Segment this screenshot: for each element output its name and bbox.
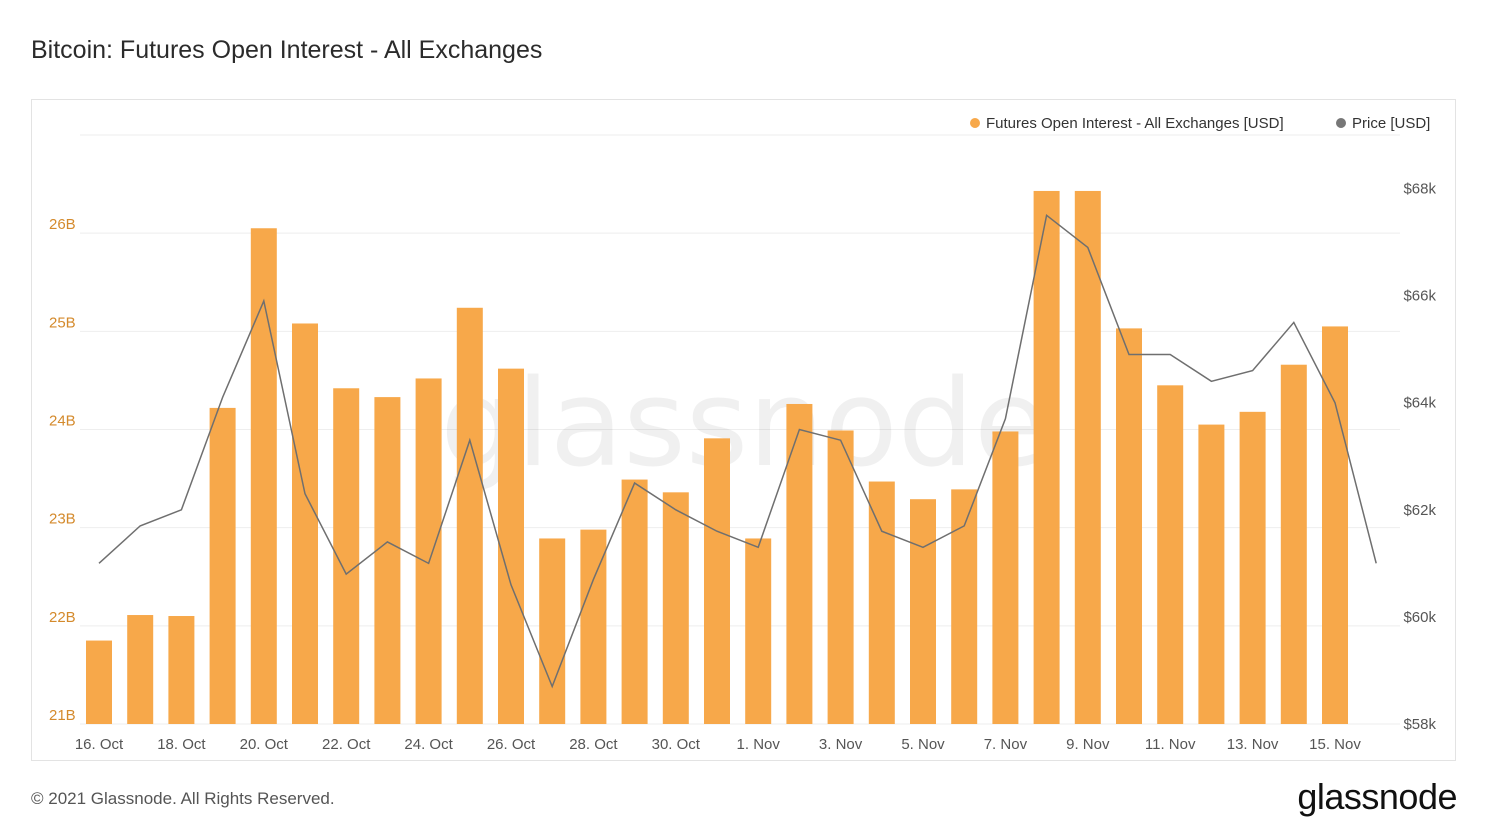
- bar: [662, 492, 689, 724]
- right-tick-label: $68k: [1403, 181, 1436, 198]
- bar: [1074, 190, 1101, 724]
- right-tick-label: $60k: [1403, 609, 1436, 626]
- x-tick-label: 7. Nov: [984, 736, 1028, 753]
- legend-label-price[interactable]: Price [USD]: [1352, 115, 1430, 132]
- legend: Futures Open Interest - All Exchanges [U…: [970, 115, 1430, 132]
- page-title: Bitcoin: Futures Open Interest - All Exc…: [31, 36, 543, 64]
- bar: [910, 499, 936, 724]
- bar: [951, 489, 978, 724]
- bar: [456, 307, 483, 724]
- bar: [498, 368, 524, 724]
- bar: [168, 616, 195, 724]
- x-tick-label: 30. Oct: [652, 736, 701, 753]
- x-tick-label: 5. Nov: [901, 736, 945, 753]
- x-tick-label: 3. Nov: [819, 736, 863, 753]
- legend-label-open-interest[interactable]: Futures Open Interest - All Exchanges [U…: [986, 115, 1284, 132]
- bar: [127, 615, 154, 724]
- watermark-text: glassnode: [440, 355, 1048, 494]
- brand-logo: glassnode: [1297, 776, 1457, 817]
- x-tick-label: 13. Nov: [1227, 736, 1279, 753]
- x-tick-label: 28. Oct: [569, 736, 618, 753]
- legend-dot-open-interest: [970, 118, 980, 128]
- bar: [250, 228, 277, 724]
- bar: [1198, 424, 1225, 724]
- price-line-series: [98, 213, 1377, 689]
- bar-series: [86, 190, 1348, 724]
- x-tick-label: 16. Oct: [75, 736, 124, 753]
- x-tick-label: 22. Oct: [322, 736, 371, 753]
- x-tick-label: 26. Oct: [487, 736, 536, 753]
- bar: [992, 431, 1019, 724]
- x-tick-label: 11. Nov: [1145, 736, 1196, 753]
- bar: [1280, 364, 1307, 724]
- right-tick-label: $58k: [1403, 716, 1436, 733]
- price-line: [98, 213, 1377, 689]
- bar: [374, 397, 401, 724]
- chart-panel: glassnode 21B 22B 23B 24B 25B 26B $58k $60k $62…: [31, 99, 1456, 761]
- bar: [704, 438, 730, 724]
- bar: [1033, 190, 1060, 724]
- left-tick-label: 23B: [49, 511, 76, 528]
- right-tick-label: $66k: [1403, 288, 1436, 305]
- bar: [209, 407, 236, 724]
- left-tick-label: 24B: [49, 413, 76, 430]
- bar: [621, 479, 648, 724]
- right-tick-label: $64k: [1403, 395, 1436, 412]
- bar: [868, 481, 895, 724]
- chart-svg: glassnode 21B 22B 23B 24B 25B 26B $58k $60k $62…: [49, 115, 1436, 753]
- x-tick-label: 15. Nov: [1309, 736, 1361, 753]
- bar: [539, 538, 566, 724]
- bar: [827, 430, 854, 724]
- legend-dot-price: [1336, 118, 1346, 128]
- bar: [292, 323, 318, 724]
- x-tick-label: 24. Oct: [404, 736, 453, 753]
- bar: [1239, 411, 1266, 724]
- bar: [1322, 326, 1348, 724]
- right-axis: $58k $60k $62k $64k $66k $68k: [1403, 181, 1436, 733]
- left-tick-label: 22B: [49, 609, 76, 626]
- x-axis: 16. Oct 18. Oct 20. Oct 22. Oct 24. Oct 26. O…: [75, 736, 1362, 753]
- bar: [580, 529, 607, 724]
- bar: [1157, 385, 1184, 724]
- bar: [1116, 328, 1142, 724]
- left-tick-label: 25B: [49, 314, 76, 331]
- bar: [415, 378, 442, 724]
- x-tick-label: 18. Oct: [157, 736, 206, 753]
- x-tick-label: 9. Nov: [1066, 736, 1110, 753]
- bar: [745, 538, 772, 724]
- left-axis: 21B 22B 23B 24B 25B 26B: [49, 216, 76, 724]
- copyright-footer: © 2021 Glassnode. All Rights Reserved.: [31, 789, 335, 808]
- left-tick-label: 26B: [49, 216, 76, 233]
- left-tick-label: 21B: [49, 707, 76, 724]
- bar: [86, 640, 112, 724]
- bar: [786, 403, 813, 724]
- x-tick-label: 20. Oct: [240, 736, 289, 753]
- x-tick-label: 1. Nov: [737, 736, 781, 753]
- right-tick-label: $62k: [1403, 502, 1436, 519]
